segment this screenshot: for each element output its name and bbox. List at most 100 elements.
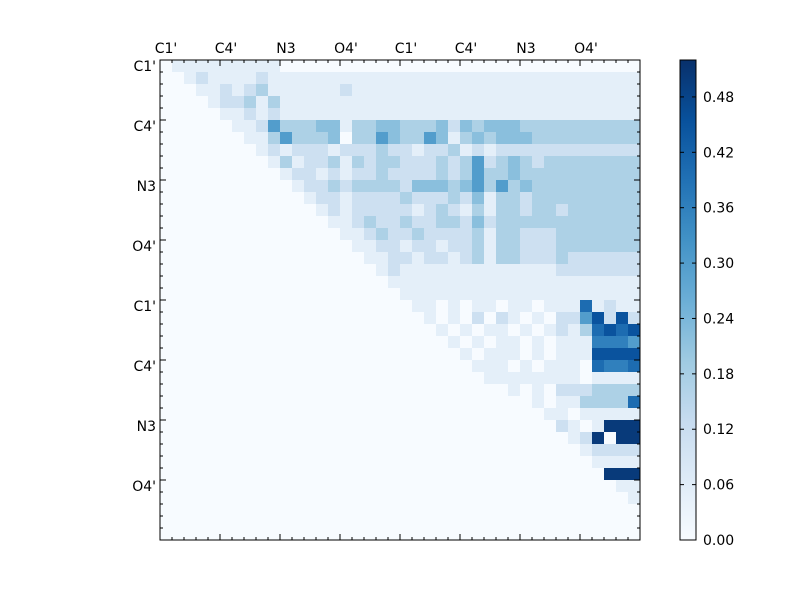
heatmap-cell (340, 204, 353, 217)
heatmap-cell (436, 444, 449, 457)
heatmap-cell (412, 264, 425, 277)
heatmap-cell (568, 180, 581, 193)
heatmap-cell (160, 228, 173, 241)
heatmap-cell (244, 528, 257, 541)
x-tick-label: N3 (276, 41, 295, 57)
heatmap-cell (412, 132, 425, 145)
heatmap-cell (244, 240, 257, 253)
heatmap-cell (544, 480, 557, 493)
x-tick-label: O4' (574, 41, 598, 57)
heatmap-cell (484, 192, 497, 205)
heatmap-cell (484, 180, 497, 193)
heatmap-cell (520, 444, 533, 457)
colorbar-ticks: 0.000.060.120.180.240.300.360.420.48 (680, 90, 734, 549)
heatmap-cell (280, 192, 293, 205)
heatmap-cell (352, 336, 365, 349)
heatmap-cell (544, 204, 557, 217)
heatmap-cell (376, 132, 389, 145)
heatmap-cell (352, 180, 365, 193)
heatmap-cell (352, 216, 365, 229)
heatmap-cell (580, 444, 593, 457)
heatmap-cell (208, 432, 221, 445)
heatmap-cell (268, 408, 281, 421)
heatmap-cell (592, 468, 605, 481)
heatmap-cell (340, 252, 353, 265)
heatmap-cell (376, 120, 389, 133)
heatmap-cell (388, 264, 401, 277)
heatmap-cell (232, 444, 245, 457)
heatmap-cell (196, 372, 209, 385)
heatmap-cell (496, 384, 509, 397)
heatmap-cell (244, 444, 257, 457)
heatmap-cell (484, 396, 497, 409)
heatmap-cell (280, 360, 293, 373)
heatmap-cell (532, 96, 545, 109)
heatmap-cell (292, 252, 305, 265)
heatmap-cell (208, 108, 221, 121)
heatmap-cell (328, 444, 341, 457)
heatmap-cell (532, 192, 545, 205)
heatmap-cell (340, 276, 353, 289)
heatmap-cell (460, 300, 473, 313)
heatmap-cell (448, 372, 461, 385)
heatmap-cell (580, 300, 593, 313)
heatmap-cell (376, 228, 389, 241)
heatmap-cell (484, 432, 497, 445)
heatmap-cell (472, 360, 485, 373)
heatmap-cell (352, 84, 365, 97)
heatmap-cell (616, 360, 629, 373)
heatmap-cell (340, 60, 353, 73)
heatmap-cell (580, 240, 593, 253)
heatmap-cell (328, 348, 341, 361)
heatmap-cell (340, 360, 353, 373)
heatmap-cell (568, 240, 581, 253)
heatmap-cell (196, 504, 209, 517)
heatmap-cell (436, 168, 449, 181)
heatmap-cell (160, 60, 173, 73)
heatmap-cell (544, 108, 557, 121)
heatmap-cell (460, 468, 473, 481)
heatmap-cell (220, 144, 233, 157)
heatmap-cell (388, 96, 401, 109)
heatmap-cell (160, 120, 173, 133)
heatmap-cell (160, 336, 173, 349)
heatmap-cell (592, 288, 605, 301)
heatmap-cell (220, 420, 233, 433)
heatmap-cell (160, 516, 173, 529)
heatmap-cell (316, 144, 329, 157)
heatmap-cell (328, 84, 341, 97)
heatmap-cell (220, 528, 233, 541)
heatmap-cell (160, 216, 173, 229)
heatmap-cell (592, 480, 605, 493)
heatmap-cell (376, 372, 389, 385)
heatmap-cell (412, 504, 425, 517)
heatmap-cell (232, 300, 245, 313)
heatmap-cell (208, 480, 221, 493)
heatmap-cell (256, 372, 269, 385)
heatmap-cell (460, 60, 473, 73)
heatmap-cell (508, 348, 521, 361)
heatmap-cell (364, 360, 377, 373)
heatmap-cell (268, 192, 281, 205)
heatmap-cell (400, 336, 413, 349)
heatmap-cell (436, 360, 449, 373)
heatmap-cell (424, 240, 437, 253)
heatmap-cell (328, 420, 341, 433)
heatmap-cell (568, 468, 581, 481)
heatmap-cell (232, 240, 245, 253)
heatmap-cell (364, 372, 377, 385)
heatmap-cell (388, 420, 401, 433)
heatmap-cell (184, 432, 197, 445)
heatmap-cell (388, 60, 401, 73)
heatmap-cell (544, 504, 557, 517)
heatmap-cell (376, 96, 389, 109)
heatmap-cell (172, 252, 185, 265)
heatmap-cell (568, 288, 581, 301)
heatmap-cell (508, 444, 521, 457)
heatmap-cell (580, 192, 593, 205)
heatmap-cell (532, 252, 545, 265)
heatmap-cell (436, 60, 449, 73)
heatmap-cell (400, 72, 413, 85)
heatmap-cell (268, 312, 281, 325)
heatmap-cell (568, 324, 581, 337)
